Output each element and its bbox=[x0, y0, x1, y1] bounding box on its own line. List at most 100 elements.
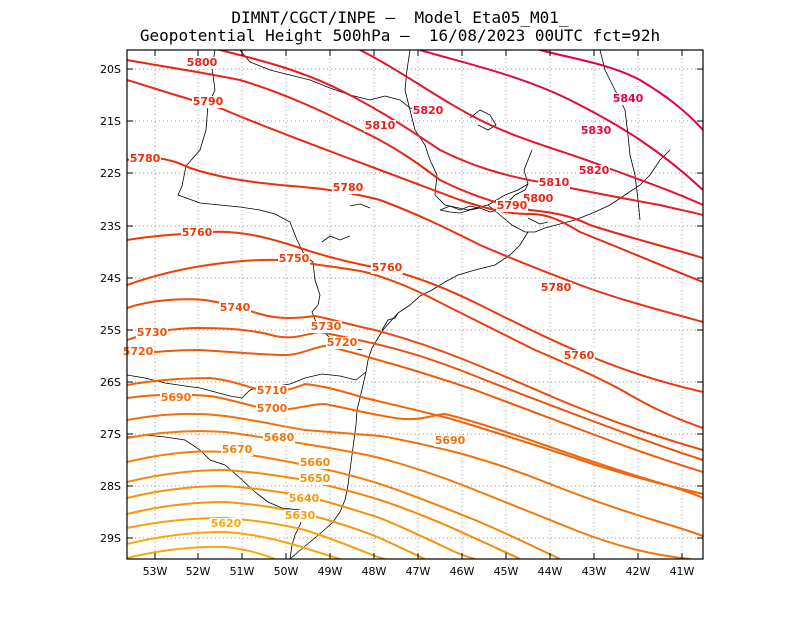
lon-tick-label: 52W bbox=[186, 565, 211, 578]
contour-label-5660: 5660 bbox=[300, 456, 331, 469]
contour-label-bg bbox=[210, 518, 242, 530]
lon-tick-label: 53W bbox=[143, 565, 168, 578]
contour-label-5720: 5720 bbox=[123, 345, 154, 358]
contour-label-bg bbox=[186, 57, 218, 69]
contour-label-5780: 5780 bbox=[333, 181, 364, 194]
contour-label-5790: 5790 bbox=[497, 199, 528, 212]
contour-line-5810 bbox=[219, 50, 703, 216]
contour-label-bg bbox=[181, 227, 213, 239]
contour-label-bg bbox=[284, 510, 316, 522]
contour-line-5760 bbox=[127, 230, 703, 393]
lat-tick-label: 29S bbox=[100, 532, 121, 545]
contour-label-bg bbox=[522, 193, 554, 205]
contour-label-5790: 5790 bbox=[193, 95, 224, 108]
lon-tick-label: 43W bbox=[582, 565, 607, 578]
contour-label-5810: 5810 bbox=[365, 119, 396, 132]
contour-label-bg bbox=[256, 385, 288, 397]
contour-label-bg bbox=[538, 177, 570, 189]
contour-label-5780: 5780 bbox=[541, 281, 572, 294]
contour-label-bg bbox=[434, 435, 466, 447]
contour-label-5820: 5820 bbox=[579, 164, 610, 177]
lon-tick-label: 46W bbox=[450, 565, 475, 578]
contour-line-5620 bbox=[127, 531, 341, 559]
lon-tick-label: 49W bbox=[318, 565, 343, 578]
contour-line-5790 bbox=[127, 79, 703, 283]
contour-label-5710: 5710 bbox=[257, 384, 288, 397]
contour-line-5800 bbox=[127, 59, 703, 259]
contour-line-5710 bbox=[127, 377, 703, 495]
contour-label-5760: 5760 bbox=[182, 226, 213, 239]
contour-label-bg bbox=[364, 120, 396, 132]
lon-tick-label: 45W bbox=[494, 565, 519, 578]
contour-label-5800: 5800 bbox=[187, 56, 218, 69]
contour-line-5700 bbox=[127, 393, 703, 499]
contour-line-5630 bbox=[127, 517, 386, 559]
contour-label-bg bbox=[129, 153, 161, 165]
contour-label-5640: 5640 bbox=[289, 492, 320, 505]
lat-tick-label: 27S bbox=[100, 428, 121, 441]
contour-label-5620: 5620 bbox=[211, 517, 242, 530]
lat-tick-label: 22S bbox=[100, 167, 121, 180]
contour-label-5780: 5780 bbox=[130, 152, 161, 165]
contour-label-bg bbox=[540, 282, 572, 294]
contour-label-5820: 5820 bbox=[413, 104, 444, 117]
lon-tick-label: 51W bbox=[230, 565, 255, 578]
contour-label-bg bbox=[278, 253, 310, 265]
contour-label-bg bbox=[332, 182, 364, 194]
map-frame bbox=[126, 49, 704, 560]
lat-tick-label: 25S bbox=[100, 324, 121, 337]
contour-label-5740: 5740 bbox=[220, 301, 251, 314]
contour-label-bg bbox=[578, 165, 610, 177]
contour-label-bg bbox=[299, 473, 331, 485]
contour-line-5650 bbox=[127, 485, 476, 559]
contour-label-bg bbox=[299, 457, 331, 469]
contour-label-5830: 5830 bbox=[581, 124, 612, 137]
contour-label-bg bbox=[288, 493, 320, 505]
contour-line-5680 bbox=[127, 430, 691, 559]
contour-line-5620 bbox=[127, 545, 276, 559]
lon-tick-label: 42W bbox=[626, 565, 651, 578]
contour-label-bg bbox=[563, 350, 595, 362]
contour-line-5720 bbox=[127, 345, 703, 473]
coastline-borders bbox=[127, 50, 671, 559]
contour-label-bg bbox=[371, 262, 403, 274]
lon-tick-label: 48W bbox=[362, 565, 387, 578]
lon-tick-label: 44W bbox=[538, 565, 563, 578]
contour-label-5650: 5650 bbox=[300, 472, 331, 485]
contour-line-5780 bbox=[127, 156, 703, 323]
lat-tick-label: 20S bbox=[100, 63, 121, 76]
contour-line-5670 bbox=[127, 450, 561, 559]
contour-label-bg bbox=[221, 444, 253, 456]
contour-label-bg bbox=[136, 327, 168, 339]
contour-line-5820 bbox=[359, 50, 703, 206]
contour-label-5680: 5680 bbox=[264, 431, 295, 444]
contour-label-5750: 5750 bbox=[279, 252, 310, 265]
contour-label-5690: 5690 bbox=[161, 391, 192, 404]
lat-tick-label: 21S bbox=[100, 115, 121, 128]
contour-label-bg bbox=[310, 321, 342, 333]
lon-tick-label: 47W bbox=[406, 565, 431, 578]
lat-tick-label: 24S bbox=[100, 272, 121, 285]
contour-line-5750 bbox=[127, 258, 703, 429]
lon-tick-label: 50W bbox=[274, 565, 299, 578]
contour-line-5830 bbox=[419, 50, 703, 191]
contour-label-5730: 5730 bbox=[311, 320, 342, 333]
title-line-1: DIMNT/CGCT/INPE – Model Eta05_M01_ bbox=[231, 8, 569, 27]
contour-label-bg bbox=[612, 93, 644, 105]
contour-line-5840 bbox=[539, 50, 703, 131]
contour-label-bg bbox=[580, 125, 612, 137]
contour-label-bg bbox=[192, 96, 224, 108]
contour-label-5730: 5730 bbox=[137, 326, 168, 339]
contour-label-bg bbox=[326, 337, 358, 349]
lon-tick-label: 41W bbox=[670, 565, 695, 578]
contour-line-5730 bbox=[127, 327, 703, 461]
contour-label-bg bbox=[263, 432, 295, 444]
contour-label-bg bbox=[496, 200, 528, 212]
contour-label-5630: 5630 bbox=[285, 509, 316, 522]
lat-tick-label: 28S bbox=[100, 480, 121, 493]
contour-label-5670: 5670 bbox=[222, 443, 253, 456]
contour-line-5690 bbox=[127, 412, 703, 537]
lat-tick-label: 23S bbox=[100, 220, 121, 233]
title-line-2: Geopotential Height 500hPa – 16/08/2023 … bbox=[139, 26, 661, 45]
